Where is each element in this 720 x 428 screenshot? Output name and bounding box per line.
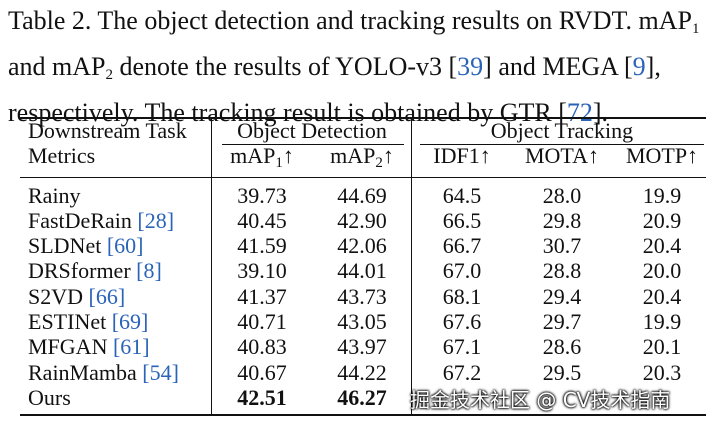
method-name: MFGAN [61] bbox=[28, 334, 150, 359]
citation-link[interactable]: 72 bbox=[566, 98, 593, 127]
map2-value: 44.22 bbox=[337, 360, 387, 385]
table-header-rule bbox=[20, 177, 706, 179]
watermark: 掘金技术社区 @ CV技术指南 bbox=[410, 388, 671, 412]
mota-value: 29.7 bbox=[542, 309, 582, 334]
table-top-rule bbox=[20, 117, 706, 119]
detection-group-underline bbox=[222, 144, 404, 145]
citation-link[interactable]: [8] bbox=[136, 258, 162, 283]
method-name: DRSformer [8] bbox=[28, 258, 162, 283]
idf1-value: 67.6 bbox=[442, 309, 482, 334]
map2-value: 44.69 bbox=[337, 183, 387, 208]
header-object-tracking: Object Tracking bbox=[490, 118, 634, 143]
mota-value: 30.7 bbox=[542, 233, 582, 258]
idf1-value: 66.5 bbox=[442, 208, 482, 233]
citation-link[interactable]: 39 bbox=[457, 52, 484, 81]
method-name: SLDNet [60] bbox=[28, 233, 144, 258]
mota-value: 29.8 bbox=[542, 208, 582, 233]
map1-value: 39.10 bbox=[237, 258, 287, 283]
citation-link[interactable]: [69] bbox=[111, 309, 149, 334]
motp-value: 20.3 bbox=[642, 360, 682, 385]
method-name: S2VD [66] bbox=[28, 284, 126, 309]
mota-value: 28.8 bbox=[542, 258, 582, 283]
tracking-group-underline bbox=[420, 144, 704, 145]
header-mota: MOTA↑ bbox=[524, 143, 599, 168]
map1-value: 42.51 bbox=[237, 385, 287, 410]
mota-value: 28.6 bbox=[542, 334, 582, 359]
citation-link[interactable]: [66] bbox=[88, 284, 126, 309]
column-divider bbox=[411, 119, 413, 414]
mota-value: 29.5 bbox=[542, 360, 582, 385]
mota-value: 28.0 bbox=[542, 183, 582, 208]
method-name: Ours bbox=[28, 385, 71, 410]
map2-value: 42.90 bbox=[337, 208, 387, 233]
motp-value: 20.4 bbox=[642, 284, 682, 309]
idf1-value: 66.7 bbox=[442, 233, 482, 258]
motp-value: 20.0 bbox=[642, 258, 682, 283]
map2-value: 46.27 bbox=[337, 385, 387, 410]
idf1-value: 67.1 bbox=[442, 334, 482, 359]
method-name: FastDeRain [28] bbox=[28, 208, 175, 233]
method-name: Rainy bbox=[28, 183, 81, 208]
idf1-value: 64.5 bbox=[442, 183, 482, 208]
map2-value: 43.73 bbox=[337, 284, 387, 309]
motp-value: 19.9 bbox=[642, 183, 682, 208]
table-bottom-rule bbox=[20, 414, 706, 416]
map2-value: 44.01 bbox=[337, 258, 387, 283]
map1-value: 40.71 bbox=[237, 309, 287, 334]
method-name: ESTINet [69] bbox=[28, 309, 149, 334]
citation-link[interactable]: 9 bbox=[632, 52, 646, 81]
method-name: RainMamba [54] bbox=[28, 360, 179, 385]
idf1-value: 67.2 bbox=[442, 360, 482, 385]
map2-value: 43.97 bbox=[337, 334, 387, 359]
table-caption: Table 2. The object detection and tracki… bbox=[8, 6, 700, 127]
motp-value: 20.4 bbox=[642, 233, 682, 258]
motp-value: 20.9 bbox=[642, 208, 682, 233]
map1-value: 39.73 bbox=[237, 183, 287, 208]
idf1-value: 67.0 bbox=[442, 258, 482, 283]
citation-link[interactable]: [54] bbox=[142, 360, 179, 385]
header-metrics: Metrics bbox=[28, 143, 96, 168]
header-map1: mAP1↑ bbox=[230, 143, 294, 171]
header-motp: MOTP↑ bbox=[625, 143, 699, 168]
map1-value: 41.59 bbox=[237, 233, 287, 258]
citation-link[interactable]: [61] bbox=[112, 334, 150, 359]
motp-value: 20.1 bbox=[642, 334, 682, 359]
map1-value: 40.83 bbox=[237, 334, 287, 359]
citation-link[interactable]: [28] bbox=[137, 208, 175, 233]
header-map2: mAP2↑ bbox=[330, 143, 394, 171]
map1-value: 40.45 bbox=[237, 208, 287, 233]
map2-value: 43.05 bbox=[337, 309, 387, 334]
map1-value: 41.37 bbox=[237, 284, 287, 309]
map2-value: 42.06 bbox=[337, 233, 387, 258]
header-idf1: IDF1↑ bbox=[433, 143, 491, 168]
header-object-detection: Object Detection bbox=[237, 118, 387, 143]
column-divider bbox=[211, 119, 213, 414]
map1-value: 40.67 bbox=[237, 360, 287, 385]
idf1-value: 68.1 bbox=[442, 284, 482, 309]
header-downstream-task: Downstream Task bbox=[28, 118, 187, 143]
mota-value: 29.4 bbox=[542, 284, 582, 309]
motp-value: 19.9 bbox=[642, 309, 682, 334]
citation-link[interactable]: [60] bbox=[106, 233, 144, 258]
